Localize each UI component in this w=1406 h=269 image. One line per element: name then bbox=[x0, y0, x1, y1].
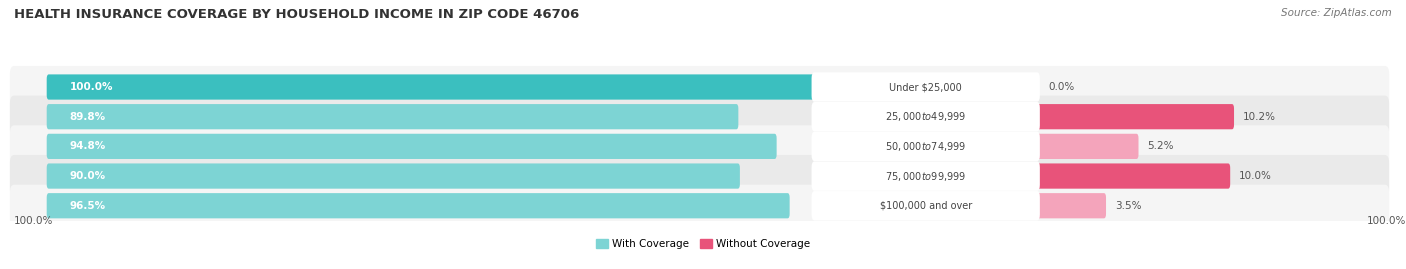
Text: $25,000 to $49,999: $25,000 to $49,999 bbox=[886, 110, 966, 123]
FancyBboxPatch shape bbox=[1035, 104, 1234, 129]
FancyBboxPatch shape bbox=[1035, 164, 1230, 189]
FancyBboxPatch shape bbox=[10, 185, 1389, 227]
Text: 5.2%: 5.2% bbox=[1147, 141, 1174, 151]
FancyBboxPatch shape bbox=[811, 132, 1040, 161]
Text: 96.5%: 96.5% bbox=[70, 201, 105, 211]
Text: 100.0%: 100.0% bbox=[1367, 215, 1406, 226]
FancyBboxPatch shape bbox=[46, 193, 790, 218]
Text: 90.0%: 90.0% bbox=[70, 171, 105, 181]
FancyBboxPatch shape bbox=[10, 155, 1389, 197]
Legend: With Coverage, Without Coverage: With Coverage, Without Coverage bbox=[592, 235, 814, 253]
FancyBboxPatch shape bbox=[46, 104, 738, 129]
FancyBboxPatch shape bbox=[811, 72, 1040, 102]
FancyBboxPatch shape bbox=[10, 125, 1389, 167]
FancyBboxPatch shape bbox=[46, 164, 740, 189]
Text: 100.0%: 100.0% bbox=[14, 215, 53, 226]
Text: $75,000 to $99,999: $75,000 to $99,999 bbox=[886, 169, 966, 183]
FancyBboxPatch shape bbox=[811, 102, 1040, 131]
Text: HEALTH INSURANCE COVERAGE BY HOUSEHOLD INCOME IN ZIP CODE 46706: HEALTH INSURANCE COVERAGE BY HOUSEHOLD I… bbox=[14, 8, 579, 21]
FancyBboxPatch shape bbox=[46, 75, 817, 100]
FancyBboxPatch shape bbox=[10, 95, 1389, 138]
Text: $100,000 and over: $100,000 and over bbox=[880, 201, 972, 211]
Text: 89.8%: 89.8% bbox=[70, 112, 105, 122]
Text: 94.8%: 94.8% bbox=[70, 141, 105, 151]
Text: 10.2%: 10.2% bbox=[1243, 112, 1277, 122]
FancyBboxPatch shape bbox=[1035, 193, 1107, 218]
FancyBboxPatch shape bbox=[10, 66, 1389, 108]
Text: 100.0%: 100.0% bbox=[70, 82, 112, 92]
Text: 3.5%: 3.5% bbox=[1115, 201, 1142, 211]
FancyBboxPatch shape bbox=[811, 161, 1040, 191]
FancyBboxPatch shape bbox=[1035, 134, 1139, 159]
Text: 0.0%: 0.0% bbox=[1049, 82, 1074, 92]
Text: Source: ZipAtlas.com: Source: ZipAtlas.com bbox=[1281, 8, 1392, 18]
FancyBboxPatch shape bbox=[46, 134, 776, 159]
Text: 10.0%: 10.0% bbox=[1239, 171, 1272, 181]
Text: $50,000 to $74,999: $50,000 to $74,999 bbox=[886, 140, 966, 153]
Text: Under $25,000: Under $25,000 bbox=[890, 82, 962, 92]
FancyBboxPatch shape bbox=[811, 191, 1040, 220]
